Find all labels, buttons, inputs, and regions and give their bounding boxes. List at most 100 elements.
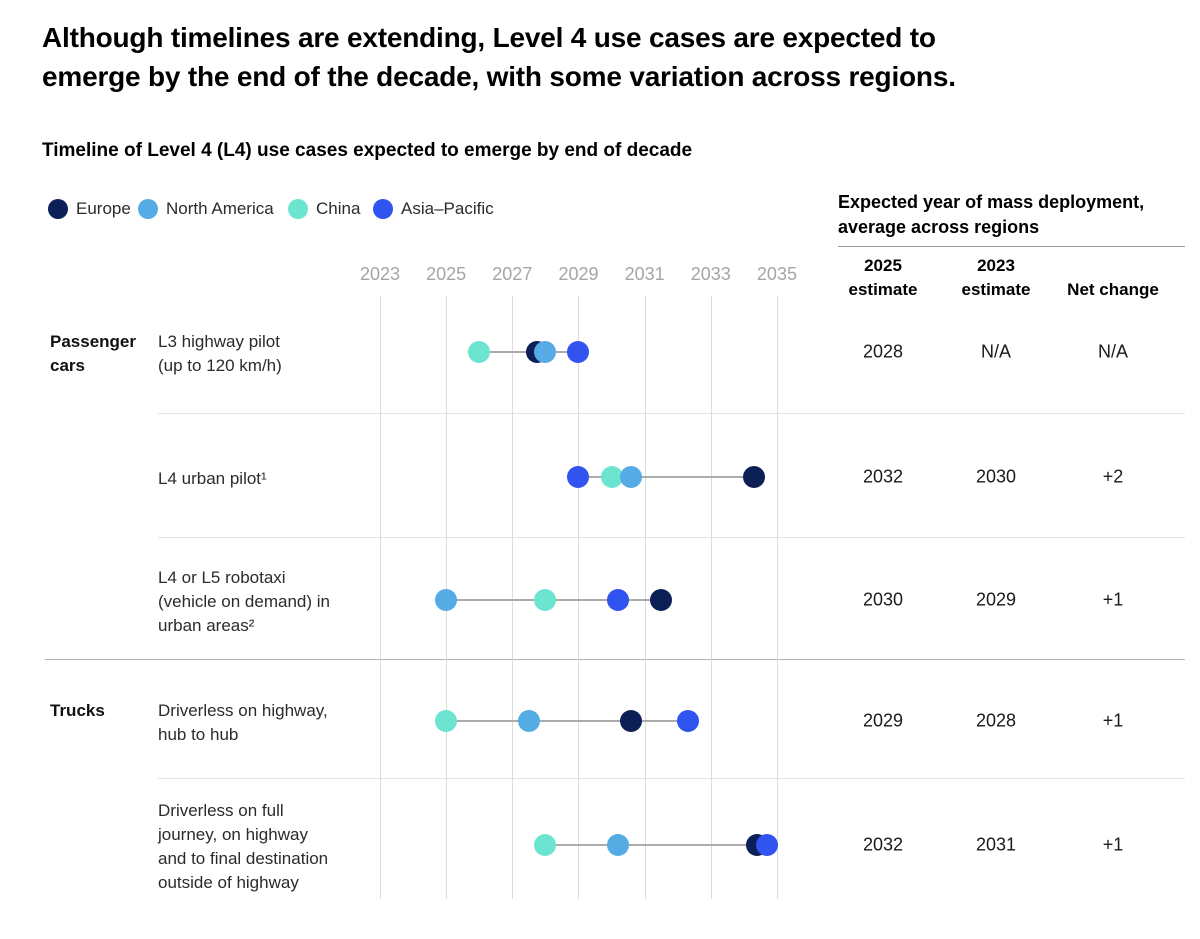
connector-line <box>545 844 768 846</box>
data-point-asia-pacific <box>607 589 630 611</box>
data-point-china <box>534 834 557 856</box>
table-header-line1: Expected year of mass deployment, <box>838 192 1145 212</box>
table-cell: 2032 <box>862 834 904 855</box>
use-case-label-line: Driverless on highway, <box>158 701 328 720</box>
column-header-text: 2023 <box>977 256 1015 275</box>
data-point-europe <box>620 710 643 732</box>
gridline-2027 <box>512 296 514 899</box>
data-point-asia-pacific <box>567 466 590 488</box>
gridline-2035 <box>776 296 778 899</box>
use-case-label-line: Driverless on full <box>158 801 284 820</box>
data-point-asia-pacific <box>756 834 779 856</box>
chart-subtitle: Timeline of Level 4 (L4) use cases expec… <box>42 140 693 161</box>
use-case-label-line: outside of highway <box>158 873 299 892</box>
gridline-2031 <box>644 296 646 899</box>
data-point-asia-pacific <box>676 710 699 732</box>
data-point-north-america <box>534 341 557 363</box>
axis-tick-2031: 2031 <box>624 264 665 284</box>
table-cell: 2030 <box>975 466 1017 487</box>
europe-dot-icon <box>48 199 68 219</box>
legend-label: Asia–Pacific <box>401 199 494 218</box>
column-header-text: 2025 <box>864 256 902 275</box>
data-point-china <box>468 341 491 363</box>
use-case-label-line: hub to hub <box>158 725 239 744</box>
gridline-2029 <box>578 296 580 899</box>
use-case-label: L4 or L5 robotaxi (vehicle on demand) in u… <box>158 566 373 638</box>
axis-tick-2027: 2027 <box>492 264 533 284</box>
column-header-text: estimate <box>961 280 1031 299</box>
data-point-north-america <box>607 834 630 856</box>
use-case-label: L4 urban pilot¹ <box>158 467 373 491</box>
table-header-line2: average across regions <box>838 217 1040 237</box>
use-case-label: Driverless on full journey, on highway and… <box>158 799 373 895</box>
column-header-text: estimate <box>848 280 918 299</box>
legend-label: North America <box>166 199 274 218</box>
data-point-asia-pacific <box>567 341 590 363</box>
row-separator <box>158 413 1185 414</box>
data-point-north-america <box>620 466 643 488</box>
table-cell: 2030 <box>862 589 904 610</box>
axis-tick-2035: 2035 <box>756 264 797 284</box>
row-separator <box>158 778 1185 779</box>
axis-tick-2033: 2033 <box>690 264 731 284</box>
table-cell: 2032 <box>862 466 904 487</box>
axis-tick-2025: 2025 <box>426 264 467 284</box>
gridline-2023 <box>380 296 381 899</box>
data-point-china <box>600 466 623 488</box>
group-label-passenger-cars: Passenger cars <box>50 332 136 375</box>
page-title-line2: emerge by the end of the decade, with so… <box>42 61 956 92</box>
table-cell: 2031 <box>975 834 1017 855</box>
table-cell: 2028 <box>975 710 1017 731</box>
column-header-2023-estimate: 2023 estimate <box>936 252 1056 302</box>
connector-line <box>446 720 688 722</box>
gridline-2033 <box>710 296 712 899</box>
use-case-label: Driverless on highway, hub to hub <box>158 699 373 747</box>
legend-label: China <box>316 199 361 218</box>
connector-line <box>578 476 754 478</box>
table-header-rule <box>838 246 1185 247</box>
axis-tick-2023: 2023 <box>359 264 401 284</box>
legend-item-europe: Europe <box>48 197 131 221</box>
page-title: Although timelines are extending, Level … <box>42 18 1122 96</box>
table-cell: 2028 <box>862 341 904 362</box>
legend-item-china: China <box>288 197 360 221</box>
asia-pacific-dot-icon <box>373 199 393 219</box>
legend-item-north-america: North America <box>138 197 274 221</box>
table-cell: +2 <box>1102 466 1124 487</box>
use-case-label-line: L3 highway pilot <box>158 332 280 351</box>
data-point-europe <box>650 589 673 611</box>
axis-tick-2029: 2029 <box>558 264 599 284</box>
table-cell: 2029 <box>975 589 1017 610</box>
use-case-label-line: urban areas² <box>158 616 255 635</box>
column-header-text: Net change <box>1067 280 1159 299</box>
table-cell: 2029 <box>862 710 904 731</box>
use-case-label: L3 highway pilot (up to 120 km/h) <box>158 330 373 378</box>
row-separator <box>158 537 1185 538</box>
table-cell: +1 <box>1102 589 1124 610</box>
use-case-label-line: (up to 120 km/h) <box>158 356 282 375</box>
table-cell: +1 <box>1102 834 1124 855</box>
legend-label: Europe <box>76 199 131 218</box>
column-header-2025-estimate: 2025 estimate <box>823 252 943 302</box>
data-point-north-america <box>517 710 540 732</box>
data-point-china <box>435 710 458 732</box>
use-case-label-line: journey, on highway <box>158 825 308 844</box>
use-case-label-line: (vehicle on demand) in <box>158 592 330 611</box>
use-case-label-line: L4 or L5 robotaxi <box>158 568 286 587</box>
group-separator <box>45 659 1185 660</box>
table-cell: N/A <box>1097 341 1129 362</box>
page-title-line1: Although timelines are extending, Level … <box>42 22 936 53</box>
north-america-dot-icon <box>138 199 158 219</box>
china-dot-icon <box>288 199 308 219</box>
data-point-north-america <box>435 589 458 611</box>
table-cell: N/A <box>980 341 1012 362</box>
data-point-europe <box>742 466 765 488</box>
legend-item-asia-pacific: Asia–Pacific <box>373 197 494 221</box>
use-case-label-line: L4 urban pilot¹ <box>158 469 267 488</box>
data-point-china <box>534 589 557 611</box>
use-case-label-line: and to final destination <box>158 849 329 868</box>
table-header: Expected year of mass deployment, averag… <box>838 190 1190 240</box>
column-header-net-change: Net change <box>1053 252 1173 302</box>
